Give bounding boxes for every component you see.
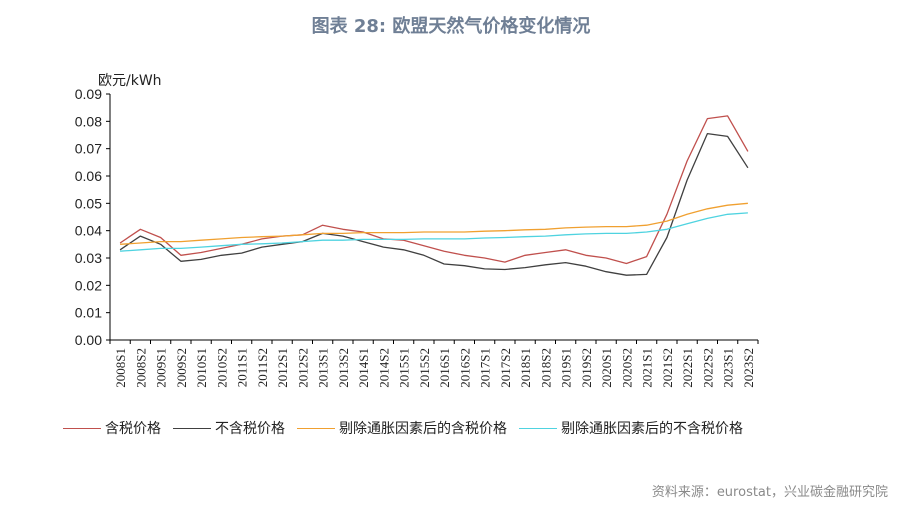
x-tick-label: 2008S2 [133,348,148,388]
x-tick-label: 2016S2 [457,348,472,388]
series-line-2 [119,132,749,276]
y-tick-label: 0.02 [75,277,102,293]
x-tick-label: 2013S1 [316,348,331,388]
x-tick-label: 2008S1 [113,348,128,388]
y-tick-label: 0.08 [75,113,102,129]
legend-swatch [173,427,211,429]
x-tick-label: 2021S2 [660,348,675,388]
legend-label: 剔除通胀因素后的不含税价格 [561,421,743,437]
x-tick-label: 2011S1 [235,348,250,387]
x-tick-label: 2015S1 [397,348,412,388]
y-tick-label: 0.05 [75,195,102,211]
x-tick-label: 2011S2 [255,348,270,387]
legend-label: 剔除通胀因素后的含税价格 [339,421,507,437]
x-tick-label: 2012S2 [295,348,310,388]
x-tick-label: 2009S2 [174,348,189,388]
x-tick-label: 2010S1 [194,348,209,388]
legend-item: 剔除通胀因素后的含税价格 [297,418,507,438]
x-tick-label: 2019S2 [579,348,594,388]
x-tick-label: 2012S1 [275,348,290,388]
y-tick-label: 0.07 [75,141,102,157]
x-tick-label: 2022S1 [680,348,695,388]
x-tick-label: 2023S2 [741,348,756,388]
y-axis-unit-label: 欧元/kWh [98,73,162,89]
x-tick-label: 2009S1 [154,348,169,388]
y-tick-label: 0.09 [75,86,102,102]
x-tick-label: 2018S2 [538,348,553,388]
legend-swatch [297,427,335,429]
y-tick-label: 0.04 [75,223,102,239]
x-tick-label: 2014S1 [356,348,371,388]
x-tick-label: 2014S2 [376,348,391,388]
y-tick-label: 0.03 [75,250,102,266]
legend-label: 含税价格 [105,421,161,437]
x-tick-label: 2017S2 [498,348,513,388]
legend-swatch [63,427,101,429]
legend-item: 不含税价格 [173,418,285,438]
y-tick-label: 0.00 [75,332,102,348]
x-tick-label: 2020S2 [619,348,634,388]
chart-title: 图表 28: 欧盟天然气价格变化情况 [311,16,591,37]
y-tick-label: 0.06 [75,168,102,184]
x-tick-label: 2019S1 [559,348,574,388]
series-line-4 [120,212,748,252]
x-tick-label: 2022S2 [700,348,715,388]
x-tick-label: 2015S2 [417,348,432,388]
series-line-1 [119,115,749,265]
y-tick-label: 0.01 [75,305,102,321]
chart-legend: 含税价格 不含税价格 剔除通胀因素后的含税价格 剔除通胀因素后的不含税价格 [63,418,755,438]
x-tick-label: 2010S2 [214,348,229,388]
x-tick-label: 2016S1 [437,348,452,388]
x-tick-label: 2018S1 [518,348,533,388]
legend-item: 剔除通胀因素后的不含税价格 [519,418,743,438]
series-line-3 [120,202,748,245]
x-tick-label: 2017S1 [478,348,493,388]
x-tick-label: 2021S1 [640,348,655,388]
legend-label: 不含税价格 [215,421,285,437]
x-tick-label: 2013S2 [336,348,351,388]
source-note: 资料来源：eurostat，兴业碳金融研究院 [651,485,888,500]
x-tick-label: 2023S1 [721,348,736,388]
legend-swatch [519,427,557,429]
legend-item: 含税价格 [63,418,161,438]
x-tick-label: 2020S1 [599,348,614,388]
